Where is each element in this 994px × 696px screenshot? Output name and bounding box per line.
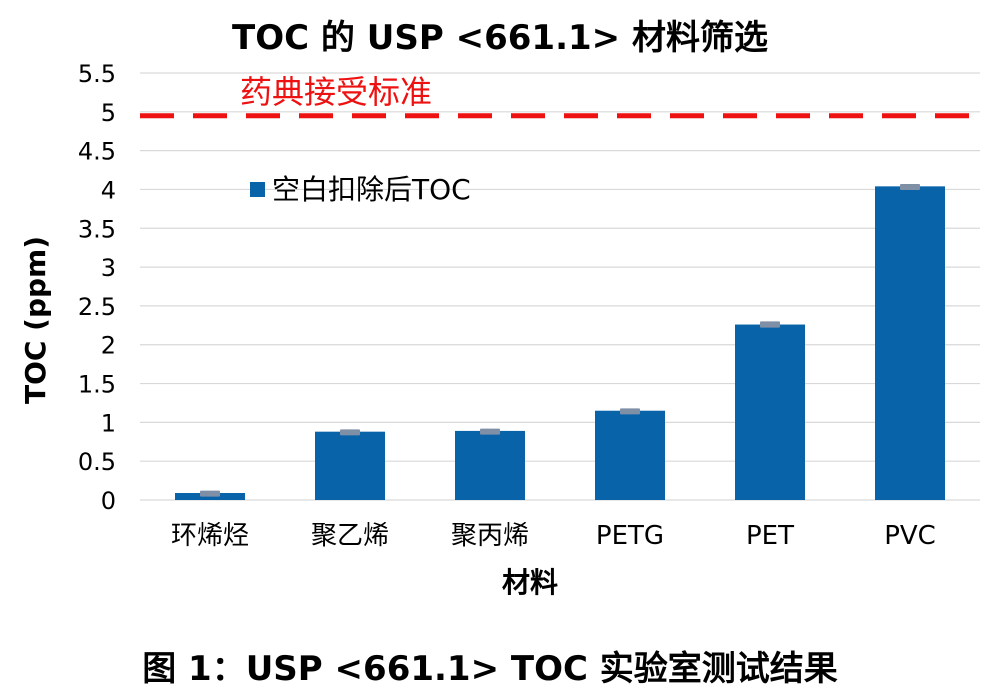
x-tick-label: PETG <box>596 521 664 551</box>
bar-5 <box>735 324 805 500</box>
bar-6 <box>875 186 945 500</box>
bar-4 <box>595 410 665 500</box>
y-tick-label: 4.5 <box>78 138 116 166</box>
y-tick-label: 3 <box>101 254 116 282</box>
gridlines <box>140 72 980 501</box>
error-bars <box>200 184 920 497</box>
y-tick-label: 4 <box>101 176 116 204</box>
bars <box>175 186 945 500</box>
error-bar-4 <box>620 408 640 415</box>
reference-line-label: 药典接受标准 <box>240 73 432 111</box>
error-bar-6 <box>900 184 920 191</box>
y-tick-label: 5 <box>101 99 116 127</box>
x-tick-label: PVC <box>884 521 936 551</box>
y-tick-label: 0.5 <box>78 448 116 476</box>
error-bar-2 <box>340 429 360 436</box>
y-tick-label: 5.5 <box>78 60 116 88</box>
x-axis-label: 材料 <box>502 566 558 599</box>
bar-2 <box>315 431 385 500</box>
x-tick-label: 聚丙烯 <box>451 521 529 551</box>
reference-line-group: 药典接受标准 <box>140 73 980 119</box>
figure-caption: 图 1：USP <661.1> TOC 实验室测试结果 <box>142 649 838 689</box>
y-tick-label: 1 <box>101 409 116 437</box>
error-bar-5 <box>760 321 780 328</box>
chart-title: TOC 的 USP <661.1> 材料筛选 <box>232 18 768 58</box>
legend-swatch <box>250 182 265 197</box>
x-tick-label: 聚乙烯 <box>311 521 389 551</box>
legend: 空白扣除后TOC <box>250 173 471 206</box>
y-tick-label: 2 <box>101 332 116 360</box>
x-axis-ticks: 环烯烃 聚乙烯 聚丙烯 PETG PET PVC <box>171 521 936 551</box>
x-tick-label: 环烯烃 <box>171 521 249 551</box>
y-tick-label: 3.5 <box>78 215 116 243</box>
x-tick-label: PET <box>746 521 794 551</box>
legend-label: 空白扣除后TOC <box>272 173 471 206</box>
y-axis-label: TOC (ppm) <box>19 236 52 404</box>
y-axis-ticks: 0 0.5 1 1.5 2 2.5 3 3.5 4 4.5 5 5.5 <box>78 60 116 515</box>
error-bar-3 <box>480 428 500 435</box>
error-bar-1 <box>200 490 220 497</box>
y-tick-label: 2.5 <box>78 293 116 321</box>
y-tick-label: 1.5 <box>78 371 116 399</box>
bar-3 <box>455 430 525 500</box>
y-tick-label: 0 <box>101 487 116 515</box>
